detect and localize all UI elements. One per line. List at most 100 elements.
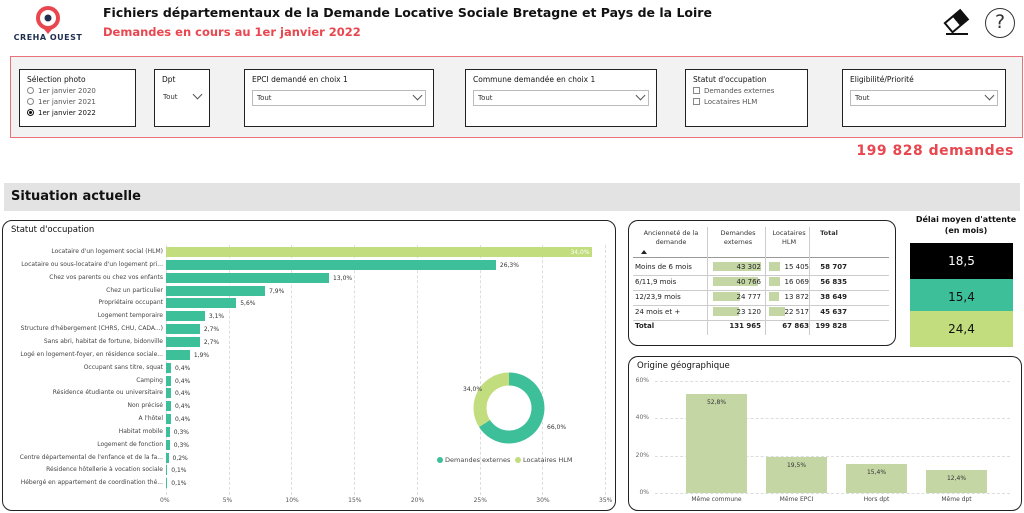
column-divider <box>765 227 766 335</box>
radio-option-2020[interactable]: 1er janvier 2020 <box>27 87 96 95</box>
origine-chart-title: Origine géographique <box>637 361 730 371</box>
radio-label: 1er janvier 2020 <box>38 87 96 95</box>
category-label: Logé en logement-foyer, en résidence soc… <box>20 350 163 358</box>
bar-value-label: 2,7% <box>203 326 220 334</box>
row-label: 24 mois et + <box>635 308 681 316</box>
radio-option-2022[interactable]: 1er janvier 2022 <box>27 109 96 117</box>
row-divider <box>633 305 889 306</box>
eligibilite-label: Eligibilité/Priorité <box>850 75 914 84</box>
column-divider <box>707 227 708 335</box>
delai-value-total: 18,5 <box>910 243 1013 279</box>
hlm-databar <box>769 262 780 271</box>
bar-value-label: 3,1% <box>208 313 225 321</box>
help-glyph: ? <box>994 11 1006 33</box>
eraser-icon[interactable] <box>942 8 972 36</box>
x-tick-label: 20% <box>410 497 425 504</box>
category-label: Locataire ou sous-locataire d'un logemen… <box>21 260 163 268</box>
y-tick-label: 20% <box>635 451 649 459</box>
total-demandes: 199 828 demandes <box>856 143 1014 159</box>
category-label: Non précisé <box>127 402 164 410</box>
epci-value: Tout <box>257 94 272 102</box>
bar-value-label: 52,8% <box>706 399 727 407</box>
bar <box>166 452 169 463</box>
hlm-value: 22 517 <box>784 308 810 316</box>
bar-value-label: 19,5% <box>786 461 807 469</box>
y-gridline <box>655 418 1010 420</box>
bar <box>166 259 496 270</box>
bar-value-label: 12,4% <box>946 474 967 482</box>
x-tick-label: 25% <box>473 497 487 504</box>
x-gridline <box>416 245 418 495</box>
eligibilite-dropdown[interactable]: Tout <box>850 90 998 106</box>
radio-selected-icon <box>27 109 34 116</box>
x-gridline <box>479 245 481 495</box>
bar <box>166 375 172 386</box>
category-label: Locataire d'un logement social (HLM) <box>51 248 163 255</box>
total-row-total: 199 828 <box>815 322 847 330</box>
bar-value-label: 7,9% <box>269 287 285 295</box>
ext-value: 23 120 <box>736 308 762 316</box>
bar <box>166 414 172 425</box>
bar <box>766 456 827 493</box>
dpt-value: Tout <box>163 93 178 101</box>
bar <box>166 426 170 437</box>
row-divider <box>633 275 889 276</box>
legend-label: Demandes externes <box>445 456 511 464</box>
eligibilite-slicer: Eligibilité/Priorité Tout <box>842 69 1006 127</box>
bar <box>166 362 172 373</box>
delai-title: Délai moyen d'attente (en mois) <box>915 215 1017 235</box>
chevron-down-icon <box>984 90 995 101</box>
commune-label: Commune demandée en choix 1 <box>473 75 596 84</box>
chevron-down-icon <box>635 90 646 101</box>
commune-value: Tout <box>478 94 493 102</box>
bar-value-label: 0,4% <box>175 403 191 411</box>
statut-chart-title: Statut d'occupation <box>11 225 95 235</box>
category-label: Logement temporaire <box>97 312 163 320</box>
category-label: Centre départemental de l'enfance et de … <box>19 453 163 461</box>
commune-dropdown[interactable]: Tout <box>473 90 649 106</box>
ext-value: 24 777 <box>736 293 762 301</box>
radio-option-2021[interactable]: 1er janvier 2021 <box>27 98 96 106</box>
category-label: Structure d'hébergement (CHRS, CHU, CADA… <box>20 325 163 333</box>
filter-bar: Sélection photo 1er janvier 2020 1er jan… <box>10 56 1023 138</box>
x-gridline <box>228 245 230 495</box>
x-tick-label: 30% <box>536 497 550 504</box>
checkbox-locataires-hlm[interactable]: Locataires HLM <box>693 98 757 106</box>
legend-dot-icon <box>515 457 521 463</box>
page-title: Fichiers départementaux de la Demande Lo… <box>103 5 712 20</box>
bar <box>166 478 168 489</box>
ext-value: 40 766 <box>736 278 762 286</box>
ext-databar <box>713 292 741 301</box>
bar-value-label: 2,7% <box>203 338 220 346</box>
bar <box>166 311 205 322</box>
row-label: Moins de 6 mois <box>635 263 692 271</box>
bar <box>846 464 907 493</box>
bar <box>686 394 747 493</box>
checkbox-demandes-externes[interactable]: Demandes externes <box>693 87 774 95</box>
dpt-dropdown[interactable]: Tout <box>159 89 205 106</box>
table-header-cell: Total <box>820 229 838 237</box>
x-gridline <box>354 245 356 495</box>
category-label: Chez vos parents ou chez vos enfants <box>49 273 163 281</box>
checkbox-label: Demandes externes <box>704 87 775 95</box>
help-icon[interactable]: ? <box>985 8 1015 38</box>
epci-label: EPCI demandé en choix 1 <box>252 75 348 84</box>
bar <box>166 272 330 283</box>
y-tick-label: 60% <box>635 377 649 384</box>
bar-value-label: 5,6% <box>240 300 256 308</box>
x-tick-label: 10% <box>285 497 299 504</box>
legend-locataires-hlm: Locataires HLM <box>515 456 572 464</box>
x-category-label: Même commune <box>691 496 742 503</box>
x-tick-label: 0% <box>160 497 170 504</box>
creha-ouest-logo: CREHA OUEST <box>12 4 84 46</box>
page-subtitle: Demandes en cours au 1er janvier 2022 <box>103 25 361 39</box>
category-label: Propriétaire occupant <box>98 299 164 307</box>
radio-label: 1er janvier 2021 <box>38 98 96 106</box>
statut-donut-chart: 66,0% 34,0% <box>463 372 566 444</box>
statut-label: Statut d'occupation <box>693 75 767 84</box>
epci-dropdown[interactable]: Tout <box>252 90 426 106</box>
logo-text: CREHA OUEST <box>13 33 83 42</box>
total-value: 58 707 <box>820 263 847 271</box>
y-tick-label: 40% <box>635 414 649 422</box>
donut-slice <box>473 372 510 428</box>
